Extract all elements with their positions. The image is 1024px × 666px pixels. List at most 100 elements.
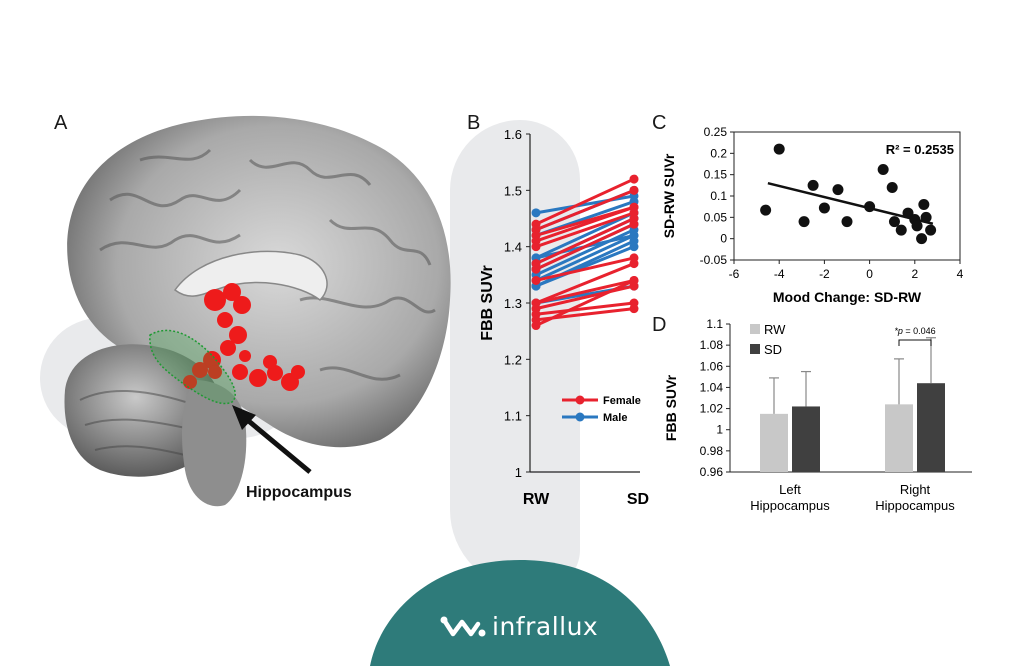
chart-c-point [886,181,898,193]
chart-c: -0.05 0 0.05 0.1 0.15 0.2 0.25 -6 -4 -2 0 2 4 SD-RW S… [661,125,964,305]
chart-b-pair-line [535,279,635,327]
chart-b-y-tick-label: 1 [515,465,522,480]
chart-c-point [832,184,844,196]
chart-b-pair-line [535,284,635,311]
chart-c-point [841,216,853,228]
cortex-folds [99,148,436,381]
chart-c-x-tick-label: -6 [729,267,740,281]
chart-b-pair-line [535,245,635,288]
background-blob-center [450,120,580,590]
hippocampus-arrow-head [232,405,256,430]
chart-c-point [798,216,810,228]
chart-b-point-rw [531,275,541,285]
chart-d-sig-label: *p = 0.046 [894,326,935,336]
chart-b-pair-line [535,194,635,215]
chart-c-point [918,199,930,211]
chart-d-y-tick-label: 0.96 [700,465,724,479]
chart-c-point [773,143,785,155]
chart-c-point [925,224,937,236]
chart-c-point [877,164,889,176]
chart-c-x-tick-label: 0 [866,267,873,281]
chart-c-point [911,220,923,232]
chart-d-y-tick-label: 0.98 [700,444,724,458]
chart-d-x-tick-label: Hippocampus [875,498,955,513]
chart-b-point-sd [629,230,639,240]
chart-b-point-rw [531,264,541,274]
chart-b-y-axis-label: FBB SUVr [479,265,496,341]
chart-d-bar [792,406,820,472]
chart-b-point-sd [629,242,639,252]
chart-b-point-sd [629,174,639,184]
chart-b-y-tick-label: 1.6 [504,127,522,142]
chart-d-bar [885,404,913,472]
chart-d-bar [760,413,788,472]
chart-b-y-tick-label: 1.1 [504,409,522,424]
chart-c-y-tick-label: 0.05 [704,210,728,224]
chart-b-pair-line [535,177,635,226]
chart-b-point-rw [531,208,541,218]
chart-c-point [920,211,932,223]
chart-c-point [916,233,928,245]
chart-b-legend-label: Male [603,412,627,424]
chart-c-point [895,224,907,236]
chart-b-legend-marker [575,395,585,405]
panel-d-letter: D [652,314,667,336]
chart-d: 0.96 0.98 1 1.02 1.04 1.06 1.08 1.1 FBB SUVr Left… [663,317,972,513]
chart-b-point-rw [531,321,541,331]
chart-c-x-tick-label: 4 [957,267,964,281]
chart-b-pair-line [535,211,635,249]
brand-logo: infrallux [440,612,598,641]
hippocampus-label: Hippocampus [246,484,352,501]
hippocampus-outline [149,329,236,405]
chart-d-x-tick-label: Left [779,482,801,497]
chart-c-x-tick-label: 2 [911,267,918,281]
chart-d-x-tick-label: Hippocampus [750,498,830,513]
chart-b: 1 1.1 1.2 1.3 1.4 1.5 1.6 FBB SUVr RW SD Female Mal… [479,127,649,508]
chart-c-y-tick-label: 0.2 [710,146,727,160]
panel-a-letter: A [54,112,68,134]
chart-d-y-tick-label: 1.06 [700,359,724,373]
chart-c-point [864,201,876,213]
chart-c-x-tick-label: -2 [819,267,830,281]
chart-d-y-axis-label: FBB SUVr [663,374,679,441]
panel-c-letter: C [652,112,667,134]
chart-c-y-tick-label: 0 [720,232,727,246]
chart-b-y-tick-label: 1.4 [504,240,522,255]
chart-b-y-tick-label: 1.5 [504,183,522,198]
chart-b-pair-line [535,205,635,237]
chart-b-y-tick-label: 1.3 [504,296,522,311]
chart-b-pair-line [535,256,635,282]
chart-b-pair-line [535,211,635,260]
chart-c-point [760,204,772,216]
chart-b-point-sd [629,202,639,212]
chart-b-pair-line [535,234,635,282]
chart-b-point-rw [531,230,541,240]
chart-b-point-sd [629,259,639,269]
chart-c-point [807,179,819,191]
chart-c-y-tick-label: 0.1 [710,189,727,203]
chart-b-point-sd [629,185,639,195]
chart-b-y-tick-label: 1.2 [504,352,522,367]
chart-c-x-tick-label: -4 [774,267,785,281]
chart-c-y-axis-label: SD-RW SUVr [661,153,677,238]
chart-b-pair-line [535,262,635,305]
chart-b-pair-line [535,217,635,265]
chart-b-pair-line [535,301,635,316]
chart-c-point [818,202,830,214]
chart-d-legend-label: SD [764,342,782,357]
chart-d-legend-swatch [750,344,760,354]
brand-name: infrallux [492,612,599,641]
chart-b-pair-line [535,188,635,232]
chart-d-y-tick-label: 1.1 [706,317,723,331]
chart-d-y-tick-label: 1.08 [700,338,724,352]
chart-d-y-tick-label: 1 [716,423,723,437]
chart-d-bar [917,383,945,472]
chart-c-y-tick-label: 0.25 [704,125,728,139]
chart-c-point [888,216,900,228]
chart-d-y-tick-label: 1.04 [700,380,724,394]
chart-c-r-squared: R² = 0.2535 [886,142,954,157]
chart-c-y-tick-label: -0.05 [700,253,728,267]
chart-d-y-tick-label: 1.02 [700,402,724,416]
chart-b-legend-label: Female [603,395,641,407]
